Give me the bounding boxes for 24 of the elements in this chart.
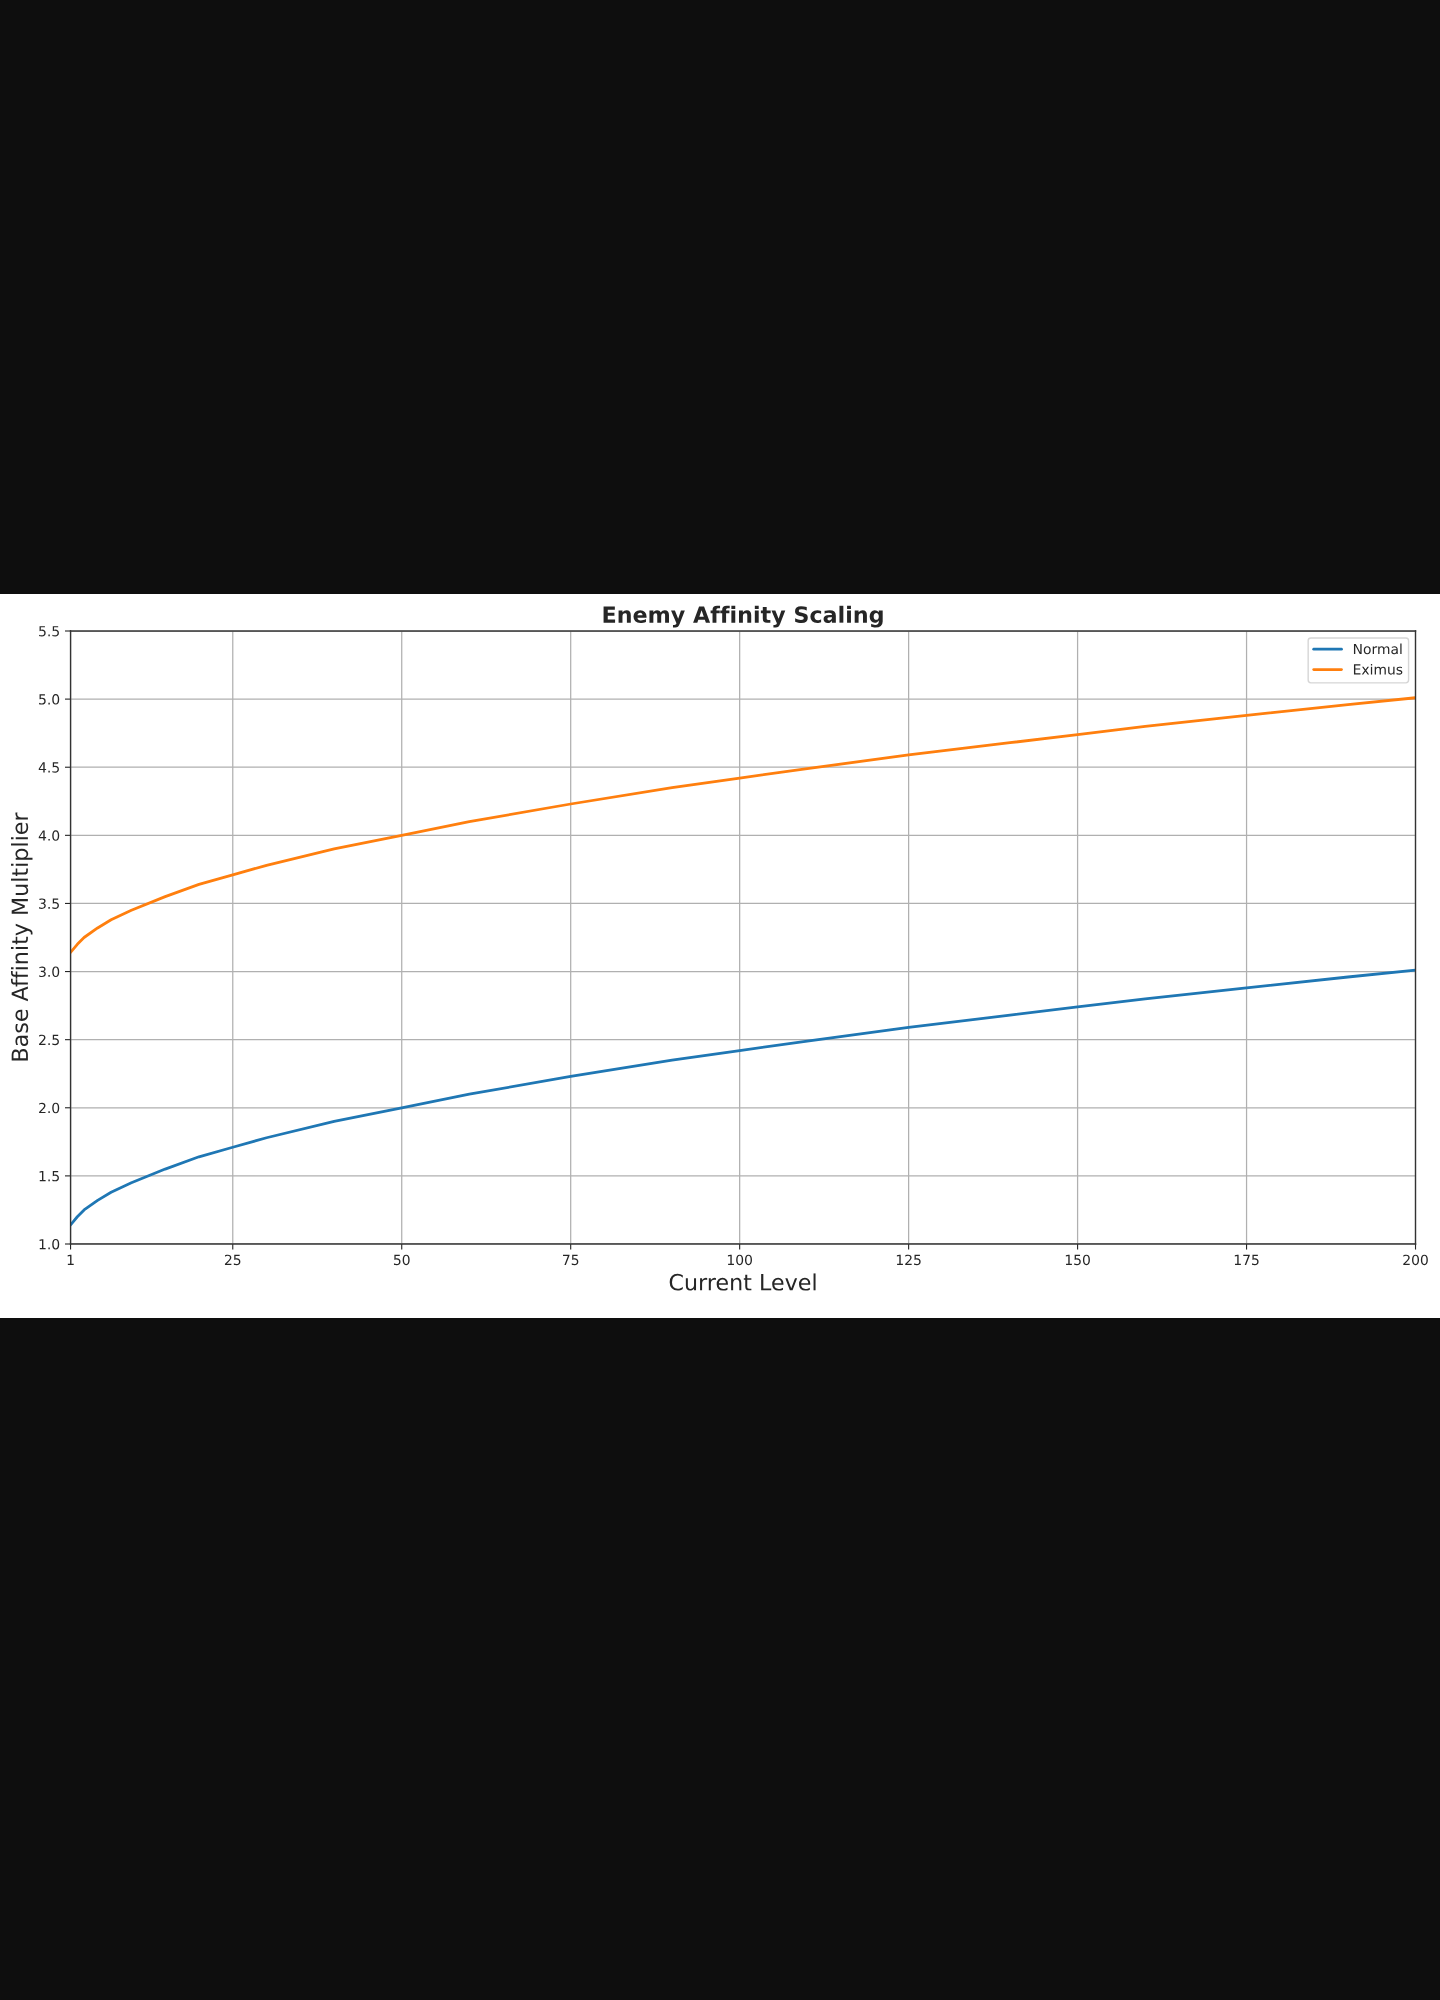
y-tick-label: 3.0 [39,966,60,978]
x-tick-label: 200 [1403,1254,1428,1266]
x-tick-label: 125 [896,1254,921,1266]
y-tick-label: 4.0 [38,830,60,841]
y-tick-label: 3.5 [39,898,59,909]
x-tick-label: 50 [393,1254,410,1266]
y-tick-label: 1.5 [39,1171,59,1182]
x-tick-label: 100 [727,1254,752,1266]
x-axis-title: Current Level [669,1273,816,1291]
y-tick-label: 5.0 [39,694,60,705]
y-tick-label: 2.5 [39,1034,59,1046]
legend-label: Normal [1353,643,1402,655]
y-tick-label: 4.5 [38,762,59,773]
y-axis-title: Base Affinity Multiplier [10,812,33,1061]
y-tick-label: 1.0 [39,1238,60,1250]
chart-title: Enemy Affinity Scaling [603,605,883,628]
x-tick-label: 150 [1065,1254,1090,1266]
x-tick-label: 175 [1234,1254,1259,1266]
y-tick-label: 2.0 [39,1102,60,1114]
x-tick-label: 75 [563,1254,579,1266]
x-tick-label: 25 [224,1254,241,1266]
legend-label: Eximus [1353,663,1403,675]
y-tick-label: 5.5 [39,626,59,637]
x-tick-label: 1 [67,1254,74,1265]
